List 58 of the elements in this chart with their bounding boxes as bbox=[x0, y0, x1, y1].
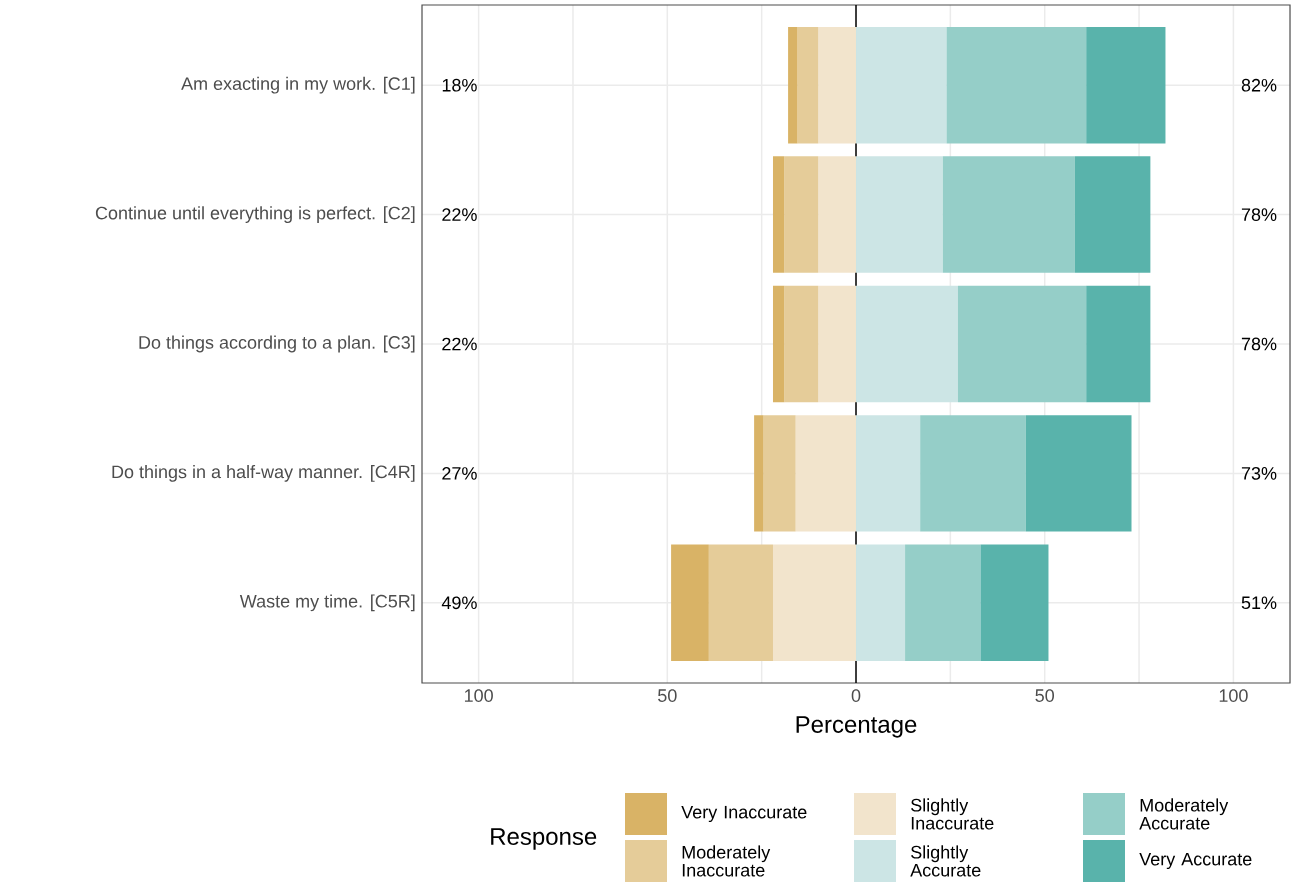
annotation: 18% bbox=[442, 78, 477, 92]
x-tick-label: 100 bbox=[464, 689, 493, 702]
bar bbox=[784, 156, 819, 273]
annotation: 27% bbox=[442, 467, 477, 480]
bar bbox=[856, 156, 943, 273]
bar bbox=[818, 26, 857, 144]
bar bbox=[957, 285, 1087, 403]
bar bbox=[856, 415, 921, 532]
legend-label: Very Inaccurate bbox=[681, 805, 807, 823]
bar bbox=[980, 544, 1049, 661]
bar bbox=[818, 285, 857, 403]
bar bbox=[1025, 415, 1132, 532]
bar bbox=[1086, 285, 1151, 403]
bar bbox=[772, 544, 857, 661]
legend-label: Very Accurate bbox=[1139, 852, 1252, 870]
y-tick-label: Do things according to a plan. [C3] bbox=[139, 335, 415, 353]
bar bbox=[856, 285, 958, 403]
bar bbox=[856, 544, 906, 661]
legend-label: Slightly Accurate bbox=[910, 845, 981, 877]
bar bbox=[772, 156, 785, 273]
y-tick-label: Am exacting in my work. [C1] bbox=[181, 76, 415, 94]
annotation: 78% bbox=[1241, 337, 1277, 351]
bar bbox=[754, 415, 764, 532]
legend-label: Slightly Inaccurate bbox=[911, 798, 994, 830]
bar bbox=[763, 415, 796, 532]
bar bbox=[920, 415, 1026, 532]
x-tick-label: 50 bbox=[658, 689, 677, 702]
annotation: 22% bbox=[442, 337, 477, 351]
bar bbox=[671, 544, 709, 661]
bar bbox=[797, 26, 819, 144]
x-tick-label: 100 bbox=[1219, 689, 1248, 702]
bar bbox=[946, 26, 1087, 144]
bar bbox=[784, 285, 819, 403]
annotation: 73% bbox=[1241, 467, 1277, 480]
y-tick-label: Continue until everything is perfect. [C2] bbox=[95, 206, 415, 223]
x-axis-title: Percentage bbox=[796, 716, 917, 738]
bar bbox=[708, 544, 773, 661]
legend-label: Moderately Accurate bbox=[1139, 798, 1229, 830]
bar bbox=[856, 26, 947, 144]
legend-title: Response bbox=[491, 828, 597, 850]
bar bbox=[795, 415, 857, 532]
bar bbox=[1074, 156, 1151, 273]
y-tick-label: Do things in a half-way manner. [C4R] bbox=[112, 464, 415, 482]
y-tick-label: Waste my time. [C5R] bbox=[239, 594, 415, 612]
bar bbox=[772, 285, 785, 403]
bar bbox=[905, 544, 981, 661]
x-tick-label: 50 bbox=[1035, 689, 1055, 702]
bar bbox=[788, 26, 798, 144]
annotation: 51% bbox=[1241, 596, 1277, 610]
bar bbox=[1086, 26, 1166, 144]
legend-label: Moderately Inaccurate bbox=[682, 845, 771, 877]
x-tick-label: 0 bbox=[851, 689, 861, 702]
annotation: 82% bbox=[1241, 78, 1277, 92]
bar bbox=[942, 156, 1075, 273]
annotation: 22% bbox=[442, 208, 477, 221]
annotation: 78% bbox=[1241, 208, 1277, 221]
bar bbox=[818, 156, 857, 273]
annotation: 49% bbox=[441, 596, 477, 610]
